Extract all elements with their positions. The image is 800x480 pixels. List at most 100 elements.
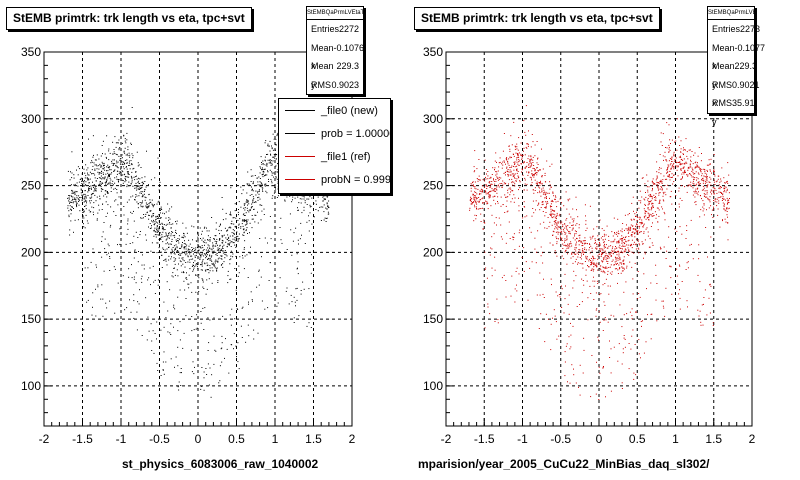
data-point (151, 225, 152, 227)
data-point (670, 168, 672, 170)
data-point (722, 219, 723, 221)
data-point (470, 203, 472, 205)
data-point (676, 149, 678, 151)
data-point (235, 225, 237, 227)
data-point (271, 145, 272, 147)
data-point (487, 175, 489, 177)
data-point (507, 196, 509, 198)
data-point (151, 340, 153, 342)
data-point (93, 252, 95, 254)
data-point (238, 368, 240, 370)
data-point (133, 210, 134, 212)
data-point (679, 308, 681, 310)
data-point (555, 321, 557, 323)
data-point (474, 199, 476, 201)
data-point (148, 184, 149, 186)
data-point (76, 202, 78, 204)
data-point (622, 252, 624, 254)
data-point (608, 253, 610, 255)
data-point (690, 174, 692, 176)
data-point (535, 169, 536, 171)
data-point (660, 188, 662, 190)
data-point (178, 257, 180, 259)
data-point (578, 224, 580, 226)
data-point (534, 248, 536, 250)
data-point (681, 281, 683, 282)
data-point (133, 220, 135, 222)
data-point (258, 284, 260, 286)
data-point (573, 220, 575, 222)
data-point (611, 271, 613, 273)
data-point (310, 205, 312, 207)
data-point (304, 202, 306, 204)
data-point (137, 207, 139, 209)
data-point (514, 177, 516, 179)
data-point (536, 183, 538, 185)
data-point (477, 208, 479, 210)
data-point (592, 280, 594, 282)
data-point (637, 239, 639, 241)
data-point (540, 313, 542, 315)
data-point (485, 184, 487, 186)
data-point (70, 201, 72, 203)
data-point (179, 247, 181, 249)
data-point (116, 154, 118, 156)
data-point (619, 244, 621, 246)
data-point (637, 247, 639, 249)
data-point (69, 202, 70, 204)
data-point (695, 166, 697, 168)
data-point (517, 153, 519, 155)
data-point (490, 184, 492, 186)
data-point (86, 202, 87, 204)
data-point (174, 274, 176, 276)
data-point (153, 352, 155, 354)
data-point (196, 265, 198, 267)
data-point (608, 267, 610, 268)
data-point (191, 291, 193, 293)
data-point (227, 234, 229, 236)
data-point (183, 272, 185, 274)
data-point (666, 147, 668, 149)
data-point (252, 196, 254, 198)
data-point (680, 157, 682, 158)
data-point (544, 197, 546, 199)
data-point (513, 201, 515, 203)
data-point (300, 222, 302, 224)
data-point (252, 175, 254, 177)
data-point (661, 186, 663, 188)
data-point (230, 211, 231, 213)
data-point (538, 170, 539, 172)
data-point (170, 253, 172, 255)
data-point (101, 209, 103, 210)
data-point (713, 154, 715, 155)
data-point (652, 222, 653, 224)
data-point (203, 253, 205, 255)
data-point (565, 249, 567, 251)
data-point (280, 217, 282, 219)
data-point (513, 233, 515, 235)
data-point (592, 263, 594, 265)
data-point (575, 250, 577, 252)
data-point (91, 169, 93, 171)
data-point (184, 289, 186, 291)
data-point (84, 198, 86, 200)
data-point (556, 241, 558, 243)
data-point (606, 267, 608, 269)
data-point (503, 274, 505, 276)
data-point (207, 250, 209, 252)
data-point (473, 171, 475, 173)
data-point (202, 281, 204, 283)
data-point (591, 268, 593, 270)
data-point (559, 221, 561, 223)
data-point (496, 189, 498, 191)
x-tick-label: -0.5 (550, 432, 571, 446)
legend-entry: _file1 (ref) (279, 145, 390, 168)
data-point (697, 187, 699, 189)
data-point (152, 213, 154, 215)
data-point (633, 233, 635, 235)
data-point (693, 183, 695, 185)
data-point (555, 195, 556, 197)
data-point (154, 177, 156, 179)
data-point (545, 196, 547, 198)
data-point (549, 221, 551, 223)
